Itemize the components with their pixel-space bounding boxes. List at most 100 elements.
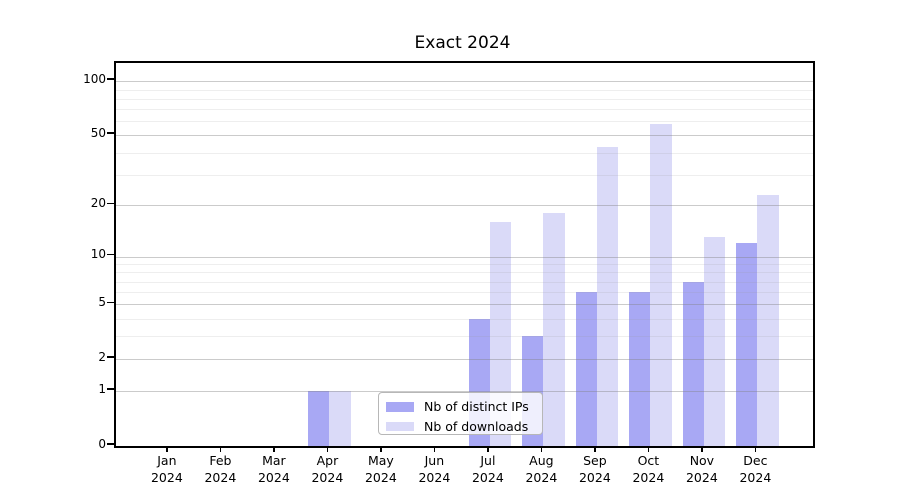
x-tick-label-year: 2024 bbox=[685, 469, 718, 485]
bar-downloads bbox=[757, 194, 779, 446]
x-tick-label: Jan 2024 bbox=[135, 453, 199, 486]
x-tick-label: Sep 2024 bbox=[563, 453, 627, 486]
x-tick-label-year: 2024 bbox=[364, 469, 397, 485]
x-tick-mark bbox=[166, 446, 168, 452]
y-tick-label: 0 bbox=[98, 437, 106, 451]
y-tick-label: 2 bbox=[98, 350, 106, 365]
x-tick-label-month: Jun bbox=[424, 453, 445, 468]
x-tick-label: Feb 2024 bbox=[188, 453, 252, 486]
y-gridline-minor bbox=[116, 174, 813, 176]
x-tick-label-year: 2024 bbox=[525, 469, 558, 485]
x-tick-mark bbox=[326, 446, 329, 452]
y-tick-mark bbox=[107, 132, 114, 135]
x-tick-label-year: 2024 bbox=[418, 469, 451, 485]
x-tick-label-month: Jan bbox=[157, 453, 177, 468]
legend-item: Nb of distinct IPs bbox=[379, 397, 542, 417]
x-tick-label-month: Dec bbox=[743, 453, 768, 468]
x-tick-label-year: 2024 bbox=[578, 469, 611, 485]
y-gridline-minor bbox=[116, 292, 813, 294]
x-tick-label-year: 2024 bbox=[204, 469, 237, 485]
y-tick-mark bbox=[107, 443, 114, 445]
x-tick-label-month: Apr bbox=[316, 453, 339, 468]
y-gridline-major bbox=[116, 256, 813, 258]
bar-downloads bbox=[703, 237, 726, 446]
legend-item: Nb of downloads bbox=[379, 417, 542, 437]
bar-downloads bbox=[489, 222, 512, 446]
y-tick-mark bbox=[107, 356, 114, 358]
x-tick-label: Oct 2024 bbox=[616, 453, 680, 486]
y-gridline-minor bbox=[116, 272, 813, 274]
x-tick-label-month: Jul bbox=[480, 453, 496, 468]
y-tick-mark bbox=[107, 78, 114, 80]
x-tick-mark bbox=[433, 446, 436, 452]
legend-label: Nb of distinct IPs bbox=[424, 399, 529, 414]
y-gridline-major bbox=[116, 81, 813, 83]
legend: Nb of distinct IPs Nb of downloads bbox=[378, 392, 543, 435]
plot-canvas bbox=[116, 63, 813, 446]
bar-downloads bbox=[329, 391, 351, 446]
y-gridline-minor bbox=[116, 109, 813, 111]
x-tick-label-year: 2024 bbox=[311, 469, 344, 485]
y-tick-mark bbox=[107, 301, 114, 304]
bar-downloads bbox=[596, 146, 619, 446]
y-tick-label: 1 bbox=[98, 382, 106, 397]
bar-downloads bbox=[650, 123, 672, 446]
y-tick-mark bbox=[107, 388, 114, 390]
x-tick-label: Jul 2024 bbox=[456, 453, 520, 486]
x-tick-mark bbox=[380, 446, 382, 452]
bar-distinct-ips bbox=[682, 281, 704, 446]
x-tick-label: Jun 2024 bbox=[402, 453, 466, 486]
x-tick-label: Dec 2024 bbox=[723, 453, 787, 486]
legend-swatch-distinct-ips bbox=[386, 402, 414, 412]
y-gridline-minor bbox=[116, 264, 813, 265]
y-gridline-minor bbox=[116, 318, 813, 320]
y-gridline-major bbox=[116, 205, 813, 207]
x-tick-label: May 2024 bbox=[349, 453, 413, 486]
x-tick-label-month: May bbox=[367, 453, 394, 468]
x-tick-label-month: Nov bbox=[689, 453, 715, 468]
x-tick-label-month: Mar bbox=[262, 453, 286, 468]
bar-downloads bbox=[543, 213, 565, 446]
chart-title: Exact 2024 bbox=[414, 33, 511, 53]
y-gridline-major bbox=[116, 359, 813, 361]
x-tick-label-year: 2024 bbox=[632, 469, 665, 485]
x-tick-mark bbox=[540, 446, 543, 452]
legend-swatch-downloads bbox=[386, 421, 414, 431]
y-gridline-minor bbox=[116, 281, 813, 283]
bar-distinct-ips bbox=[736, 243, 758, 446]
y-tick-label: 5 bbox=[98, 295, 106, 310]
x-tick-label-year: 2024 bbox=[739, 469, 772, 485]
y-gridline-minor bbox=[116, 336, 813, 338]
y-gridline-minor bbox=[116, 98, 813, 100]
x-tick-label: Nov 2024 bbox=[670, 453, 734, 486]
bar-distinct-ips bbox=[629, 292, 651, 446]
x-tick-mark bbox=[701, 446, 703, 452]
y-tick-label: 20 bbox=[90, 196, 106, 211]
x-tick-label-month: Oct bbox=[637, 453, 660, 468]
y-gridline-major bbox=[116, 135, 813, 137]
y-gridline-major bbox=[116, 391, 813, 393]
y-tick-mark bbox=[107, 253, 114, 256]
bar-distinct-ips bbox=[308, 391, 330, 446]
bar-distinct-ips bbox=[575, 292, 597, 446]
y-gridline-minor bbox=[116, 152, 813, 154]
x-tick-label: Mar 2024 bbox=[242, 453, 306, 486]
x-tick-label-year: 2024 bbox=[150, 469, 183, 485]
y-tick-label: 50 bbox=[90, 126, 106, 141]
x-tick-label-year: 2024 bbox=[471, 469, 504, 485]
y-gridline-minor bbox=[116, 121, 813, 123]
x-tick-label: Apr 2024 bbox=[295, 453, 359, 486]
x-tick-label-month: Feb bbox=[209, 453, 232, 468]
y-gridline-major bbox=[116, 304, 813, 306]
x-tick-mark bbox=[487, 446, 489, 452]
y-tick-mark bbox=[107, 202, 114, 205]
x-tick-mark bbox=[594, 446, 596, 452]
x-tick-mark bbox=[647, 446, 650, 452]
x-tick-label-month: Aug bbox=[529, 453, 554, 468]
x-tick-label-month: Sep bbox=[583, 453, 607, 468]
x-tick-label-year: 2024 bbox=[257, 469, 290, 485]
y-gridline-minor bbox=[116, 89, 813, 91]
legend-label: Nb of downloads bbox=[424, 418, 529, 434]
x-tick-mark bbox=[219, 446, 222, 452]
